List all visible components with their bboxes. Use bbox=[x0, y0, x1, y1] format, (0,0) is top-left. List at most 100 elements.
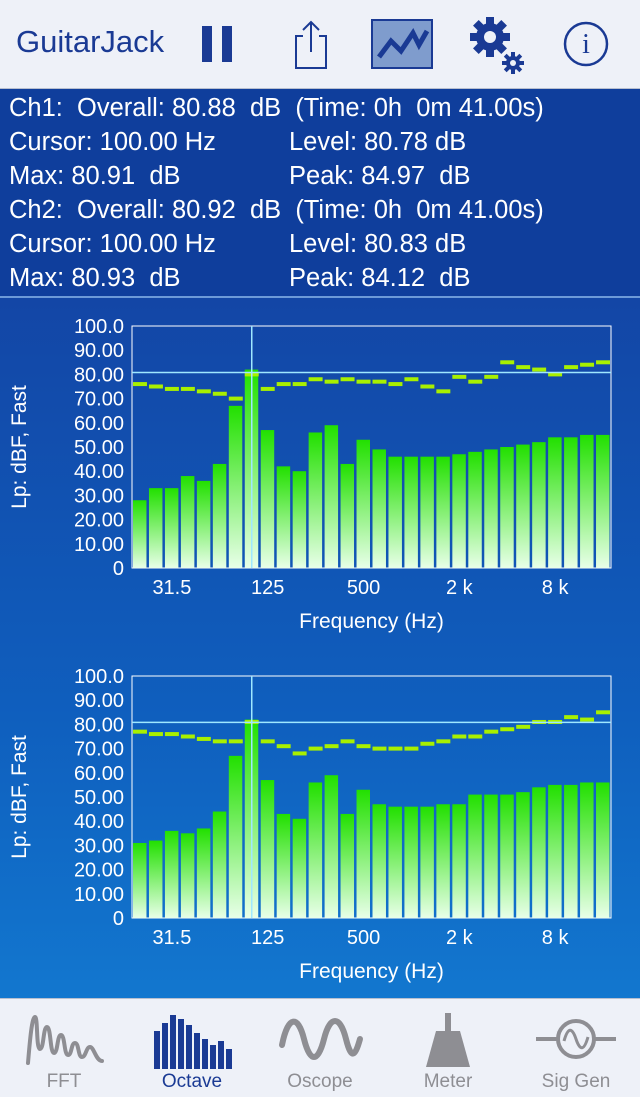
y-tick-label: 10.00 bbox=[74, 884, 124, 906]
max-marker bbox=[212, 391, 227, 396]
tab-label: FFT bbox=[46, 1071, 82, 1092]
level-bar bbox=[356, 789, 370, 918]
x-tick-label: 2 k bbox=[446, 927, 474, 949]
tab-octave[interactable]: Octave bbox=[128, 999, 256, 1097]
level-bar bbox=[532, 442, 546, 568]
level-bar bbox=[308, 782, 323, 918]
level-bar bbox=[133, 500, 147, 568]
pause-icon bbox=[202, 26, 232, 62]
y-tick-label: 70.00 bbox=[74, 739, 124, 761]
top-toolbar: GuitarJack bbox=[0, 0, 640, 89]
x-tick-label: 2 k bbox=[446, 577, 474, 599]
max-marker bbox=[580, 717, 595, 722]
level-bar bbox=[596, 434, 610, 568]
max-marker bbox=[500, 727, 515, 732]
max-marker bbox=[596, 710, 610, 715]
y-tick-label: 50.00 bbox=[74, 437, 124, 459]
max-marker bbox=[564, 365, 579, 370]
level-bar bbox=[180, 476, 195, 568]
x-tick-label: 500 bbox=[347, 577, 380, 599]
y-tick-label: 50.00 bbox=[74, 787, 124, 809]
ch1-max: Max: 80.91 dB bbox=[9, 162, 181, 190]
level-bar bbox=[308, 432, 323, 568]
max-marker bbox=[452, 374, 467, 379]
level-bar bbox=[148, 488, 163, 568]
level-bar bbox=[133, 842, 147, 918]
level-bar bbox=[148, 840, 163, 918]
level-bar bbox=[436, 804, 450, 918]
y-tick-label: 70.00 bbox=[74, 389, 124, 411]
fft-icon bbox=[26, 1014, 104, 1065]
max-marker bbox=[356, 744, 371, 749]
ch1-cursor: Cursor: 100.00 Hz bbox=[9, 128, 216, 156]
max-marker bbox=[452, 734, 467, 739]
max-marker bbox=[260, 739, 275, 744]
max-marker bbox=[436, 389, 451, 394]
octave-icon bbox=[154, 1015, 232, 1069]
level-bar bbox=[468, 451, 482, 568]
app-title: GuitarJack bbox=[16, 24, 165, 59]
max-marker bbox=[420, 741, 435, 746]
level-bar bbox=[276, 466, 291, 568]
max-marker bbox=[404, 746, 419, 751]
y-tick-label: 10.00 bbox=[74, 534, 124, 556]
sig-gen-icon bbox=[536, 1019, 616, 1059]
max-marker bbox=[404, 377, 419, 382]
y-tick-label: 20.00 bbox=[74, 860, 124, 882]
tab-fft[interactable]: FFT bbox=[0, 999, 128, 1097]
graph-icon bbox=[371, 19, 433, 69]
level-bar bbox=[548, 784, 562, 918]
graph-button[interactable] bbox=[370, 10, 434, 78]
ch1-octave-chart[interactable]: 100.0 90.00 80.00 70.00 60.00 50.00 40.00 30.00… bbox=[0, 314, 640, 654]
settings-button[interactable] bbox=[466, 10, 526, 78]
y-tick-label: 40.00 bbox=[74, 461, 124, 483]
ch2-cursor: Cursor: 100.00 Hz bbox=[9, 230, 216, 258]
max-marker bbox=[516, 365, 531, 370]
x-axis-label: Frequency (Hz) bbox=[299, 610, 444, 633]
max-marker bbox=[468, 734, 483, 739]
level-bar bbox=[420, 806, 434, 918]
info-button[interactable]: i bbox=[560, 10, 612, 78]
level-bar bbox=[324, 425, 339, 568]
y-tick-label: 90.00 bbox=[74, 690, 124, 712]
max-marker bbox=[484, 374, 499, 379]
level-bar bbox=[164, 488, 179, 568]
level-bar bbox=[580, 434, 594, 568]
max-marker bbox=[324, 744, 339, 749]
max-marker bbox=[548, 372, 563, 377]
tab-oscope[interactable]: Oscope bbox=[256, 999, 384, 1097]
max-marker bbox=[388, 746, 403, 751]
level-bar bbox=[196, 480, 211, 568]
level-bar bbox=[516, 792, 530, 918]
level-bar bbox=[340, 813, 355, 918]
max-marker bbox=[133, 729, 147, 734]
x-tick-label: 125 bbox=[251, 927, 284, 949]
max-marker bbox=[228, 739, 243, 744]
max-marker bbox=[340, 739, 355, 744]
plot-frame bbox=[131, 325, 612, 569]
level-bar bbox=[404, 806, 418, 918]
tab-sig-gen[interactable]: Sig Gen bbox=[512, 999, 640, 1097]
level-bar bbox=[388, 806, 402, 918]
tab-bar: FFT Octave Oscope Meter bbox=[0, 998, 640, 1097]
max-marker bbox=[308, 377, 323, 382]
level-bar bbox=[356, 439, 370, 568]
level-bar bbox=[164, 830, 179, 918]
share-button[interactable] bbox=[284, 10, 338, 78]
ch1-peak: Peak: 84.97 dB bbox=[289, 162, 471, 190]
level-bar bbox=[260, 780, 275, 918]
pause-button[interactable] bbox=[192, 10, 244, 78]
y-tick-label: 30.00 bbox=[74, 835, 124, 857]
level-bar bbox=[340, 463, 355, 568]
tab-meter[interactable]: Meter bbox=[384, 999, 512, 1097]
max-marker bbox=[212, 739, 227, 744]
oscope-icon bbox=[279, 1018, 363, 1060]
level-bar bbox=[484, 449, 498, 568]
ch2-octave-chart[interactable]: 100.0 90.00 80.00 70.00 60.00 50.00 40.00 30.00… bbox=[0, 664, 640, 1004]
level-bar bbox=[196, 828, 211, 918]
y-tick-label: 90.00 bbox=[74, 340, 124, 362]
level-bar bbox=[372, 449, 386, 568]
level-bar bbox=[404, 456, 418, 568]
